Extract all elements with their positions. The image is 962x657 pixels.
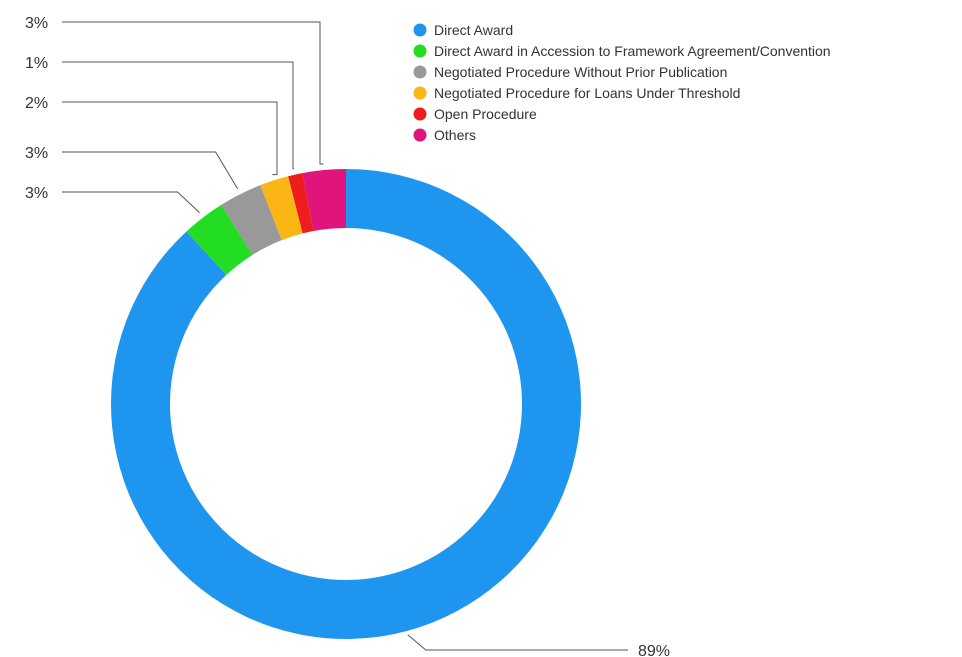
legend-swatch-negotiated-procedure-for-loans-under-threshold (413, 86, 427, 100)
leader-line-negotiated-procedure-without-prior-publication (62, 151, 239, 190)
leader-line-direct-award-in-accession-to-framework-agreement-convention (62, 191, 200, 213)
slice-direct-award (110, 169, 581, 639)
legend-label-others: Others (434, 127, 476, 143)
percent-labels: 3% 1% 2% 3% 3% 89% (25, 15, 670, 657)
legend-label-open-procedure: Open Procedure (434, 106, 537, 122)
donut-slices (110, 169, 581, 639)
slice-open-procedure (288, 173, 314, 234)
legend-swatch-direct-award (413, 23, 427, 37)
leader-line-others (62, 21, 324, 165)
legend-label-direct-award-in-accession-to-framework-agreement-convention: Direct Award in Accession to Framework A… (434, 43, 831, 59)
percent-label-negotiated-procedure-without-prior-publication: 3% (25, 145, 48, 162)
legend: Direct Award Direct Award in Accession to… (413, 22, 831, 143)
leader-lines (62, 21, 628, 651)
legend-swatch-open-procedure (413, 107, 427, 121)
percent-label-open-procedure: 1% (25, 55, 48, 72)
legend-label-negotiated-procedure-without-prior-publication: Negotiated Procedure Without Prior Publi… (434, 64, 727, 80)
percent-label-others: 3% (25, 15, 48, 32)
percent-label-negotiated-procedure-for-loans-under-threshold: 2% (25, 95, 48, 112)
slice-negotiated-procedure-for-loans-under-threshold (260, 176, 303, 241)
legend-label-direct-award: Direct Award (434, 22, 513, 38)
legend-swatch-others (413, 128, 427, 142)
slice-others (302, 169, 346, 232)
legend-label-negotiated-procedure-for-loans-under-threshold: Negotiated Procedure for Loans Under Thr… (434, 85, 740, 101)
percent-label-direct-award: 89% (638, 643, 670, 657)
slice-negotiated-procedure-without-prior-publication (221, 185, 282, 255)
leader-line-open-procedure (62, 61, 294, 170)
legend-swatch-direct-award-in-accession-to-framework-agreement-convention (413, 44, 427, 58)
leader-line-direct-award (407, 634, 628, 651)
percent-label-direct-award-in-accession-to-framework-agreement-convention: 3% (25, 185, 48, 202)
leader-line-negotiated-procedure-for-loans-under-threshold (62, 101, 278, 176)
slice-direct-award-in-accession-to-framework-agreement-convention (186, 204, 253, 275)
legend-swatch-negotiated-procedure-without-prior-publication (413, 65, 427, 79)
